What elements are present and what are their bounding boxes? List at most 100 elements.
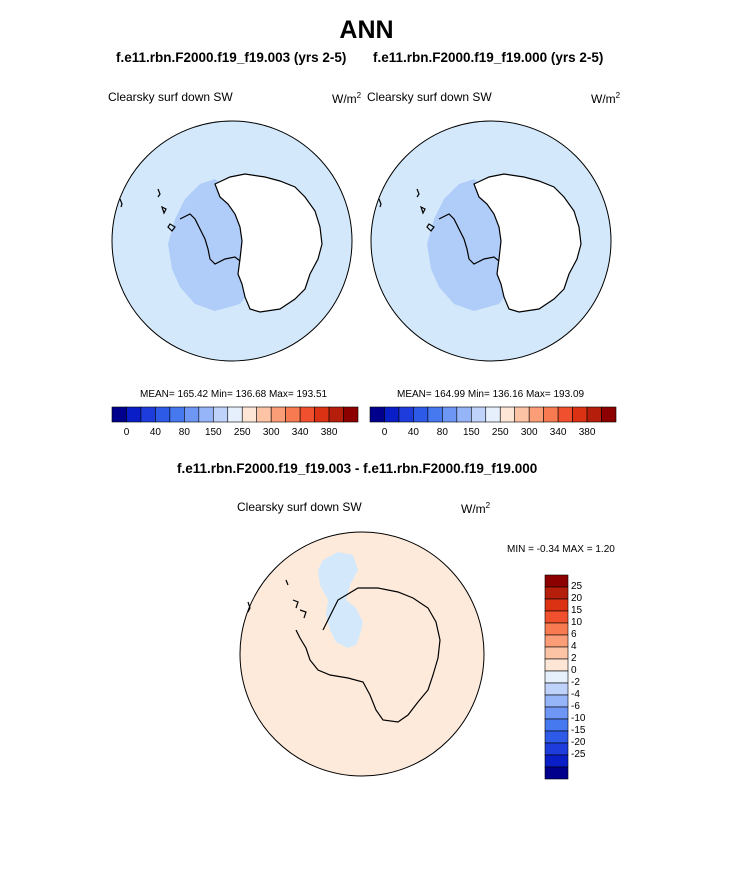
colorbar-swatch (514, 406, 530, 423)
colorbar-swatch (227, 406, 243, 423)
colorbar-swatch (544, 754, 569, 768)
panel-2-antarctica-outline (473, 173, 582, 313)
colorbar-swatch (544, 694, 569, 708)
diff-panel-minmax: MIN = -0.34 MAX = 1.20 (507, 544, 615, 555)
colorbar-swatch (586, 406, 602, 423)
colorbar-swatch (543, 406, 559, 423)
colorbar-swatch (413, 406, 429, 423)
panel-1-coast-west (119, 188, 241, 265)
colorbar-swatch (198, 406, 214, 423)
colorbar-tick-label: -15 (571, 725, 586, 736)
panel-1-antarctica-outline (214, 173, 323, 313)
colorbar-swatch (557, 406, 573, 423)
colorbar-swatch (328, 406, 344, 423)
colorbar-swatch (369, 406, 385, 423)
colorbar-swatch (212, 406, 229, 423)
colorbar-swatch (544, 574, 569, 588)
colorbar-swatch (398, 406, 414, 423)
colorbar-tick-label: -25 (571, 749, 586, 760)
colorbar-tick-label: 150 (204, 427, 222, 438)
diff-colorbar (544, 574, 569, 780)
diff-panel-map-negative-region (318, 552, 363, 648)
colorbar-tick-label: -20 (571, 737, 586, 748)
colorbar-tick-label: 340 (291, 427, 309, 438)
colorbar-swatch (544, 682, 569, 696)
diff-panel-units: W/m2 (461, 501, 491, 516)
colorbar-swatch (384, 406, 400, 423)
diff-panel-map-ocean (239, 531, 485, 777)
colorbar-tick-label: 300 (262, 427, 280, 438)
colorbar-swatch (544, 598, 569, 612)
colorbar-tick-label: 340 (549, 427, 567, 438)
colorbar-swatch (111, 406, 127, 423)
panel-1-colorbar (111, 406, 359, 423)
colorbar-tick-label: 0 (571, 665, 577, 676)
diff-panel-variable-label: Clearsky surf down SW (237, 500, 362, 514)
colorbar-swatch (601, 406, 617, 423)
colorbar-swatch (544, 658, 569, 672)
colorbar-tick-label: 380 (320, 427, 338, 438)
colorbar-swatch (343, 406, 359, 423)
colorbar-tick-label: 80 (178, 427, 190, 438)
panel-2-coast-west (378, 188, 500, 265)
colorbar-swatch (169, 406, 185, 423)
colorbar-tick-label: 150 (462, 427, 480, 438)
colorbar-swatch (544, 670, 569, 684)
colorbar-tick-label: 250 (491, 427, 509, 438)
colorbar-swatch (155, 406, 171, 423)
colorbar-tick-label: 10 (571, 617, 583, 628)
diff-panel-antarctica-outline (247, 579, 441, 723)
colorbar-tick-label: -2 (571, 677, 580, 688)
colorbar-swatch (544, 634, 569, 648)
colorbar-swatch (572, 406, 588, 423)
colorbar-swatch (544, 586, 569, 600)
colorbar-tick-label: 6 (571, 629, 577, 640)
colorbar-tick-label: 15 (571, 605, 583, 616)
colorbar-swatch (285, 406, 301, 423)
colorbar-tick-label: 20 (571, 593, 583, 604)
colorbar-swatch (314, 406, 330, 423)
panel-1-case-title: f.e11.rbn.F2000.f19_f19.003 (yrs 2-5) (116, 50, 347, 65)
colorbar-swatch (184, 406, 200, 423)
colorbar-swatch (270, 406, 286, 423)
colorbar-swatch (544, 610, 569, 624)
colorbar-tick-label: 4 (571, 641, 577, 652)
colorbar-tick-label: -6 (571, 701, 580, 712)
colorbar-swatch (485, 406, 501, 423)
panel-1-stats: MEAN= 165.42 Min= 136.68 Max= 193.51 (140, 389, 328, 400)
colorbar-swatch (299, 406, 315, 423)
colorbar-swatch (427, 406, 443, 423)
panel-2-units: W/m2 (591, 91, 621, 106)
colorbar-swatch (256, 406, 272, 423)
colorbar-tick-label: 0 (123, 427, 130, 438)
colorbar-swatch (544, 730, 569, 744)
colorbar-swatch (442, 406, 458, 423)
colorbar-swatch (528, 406, 544, 423)
colorbar-tick-label: 25 (571, 581, 583, 592)
colorbar-swatch (140, 406, 156, 423)
panel-2-variable-label: Clearsky surf down SW (367, 90, 492, 104)
page-title: ANN (339, 16, 394, 44)
colorbar-swatch (499, 406, 516, 423)
colorbar-swatch (544, 718, 569, 732)
colorbar-tick-label: 250 (233, 427, 251, 438)
colorbar-swatch (470, 406, 487, 423)
colorbar-swatch (544, 742, 569, 756)
panel-2-colorbar (369, 406, 617, 423)
colorbar-tick-label: 40 (407, 427, 419, 438)
panel-2-stats: MEAN= 164.99 Min= 136.16 Max= 193.09 (397, 389, 585, 400)
colorbar-tick-label: 300 (520, 427, 538, 438)
colorbar-tick-label: 2 (571, 653, 577, 664)
panel-2-case-title: f.e11.rbn.F2000.f19_f19.000 (yrs 2-5) (373, 50, 604, 65)
colorbar-tick-label: -10 (571, 713, 586, 724)
colorbar-swatch (241, 406, 258, 423)
colorbar-tick-label: 380 (578, 427, 596, 438)
colorbar-swatch (456, 406, 472, 423)
colorbar-swatch (544, 622, 569, 636)
colorbar-swatch (544, 766, 569, 780)
colorbar-tick-label: -4 (571, 689, 580, 700)
diff-panel-title: f.e11.rbn.F2000.f19_f19.003 - f.e11.rbn.… (177, 461, 538, 476)
panel-1-units: W/m2 (332, 91, 362, 106)
colorbar-swatch (544, 706, 569, 720)
colorbar-tick-label: 40 (149, 427, 161, 438)
